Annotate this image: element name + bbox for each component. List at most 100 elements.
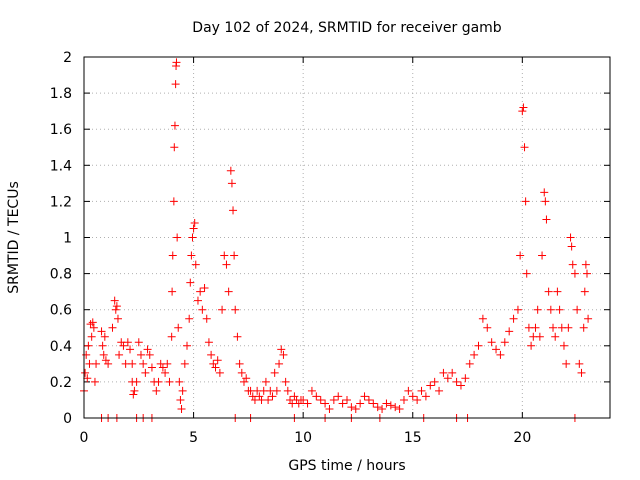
data-point [224, 287, 233, 296]
data-point [312, 392, 321, 401]
data-point [115, 350, 124, 359]
data-point [104, 359, 113, 368]
data-point [567, 242, 576, 251]
data-point [167, 332, 176, 341]
data-point [564, 323, 573, 332]
data-point [173, 233, 182, 242]
data-point [347, 403, 356, 412]
data-point [483, 323, 492, 332]
data-point [299, 395, 308, 404]
data-point [364, 395, 373, 404]
data-point [111, 305, 120, 314]
data-point [110, 296, 119, 305]
data-point [283, 386, 292, 395]
data-point [562, 359, 571, 368]
data-point [521, 197, 530, 206]
y-tick-label: 0.4 [50, 339, 72, 355]
data-point [577, 368, 586, 377]
data-point [382, 399, 391, 408]
y-tick-label: 0.2 [50, 375, 72, 391]
data-point [549, 323, 558, 332]
data-point [211, 363, 220, 372]
data-point [522, 269, 531, 278]
data-point [509, 314, 518, 323]
data-point [294, 399, 303, 408]
data-point [356, 399, 365, 408]
data-point [139, 359, 148, 368]
data-point [152, 386, 161, 395]
data-point [584, 314, 593, 323]
data-point [174, 323, 183, 332]
data-point [535, 332, 544, 341]
data-point [541, 197, 550, 206]
y-tick-label: 0.8 [50, 267, 72, 283]
data-point [108, 323, 117, 332]
data-point [373, 403, 382, 412]
data-point [538, 251, 547, 260]
data-point [270, 368, 279, 377]
data-point [461, 374, 470, 383]
data-point [505, 327, 514, 336]
x-axis-label: GPS time / hours [288, 458, 405, 474]
data-point [87, 332, 96, 341]
data-point [533, 305, 542, 314]
data-point [119, 341, 128, 350]
data-point [84, 341, 93, 350]
data-point [518, 107, 527, 116]
x-tick-label: 15 [404, 430, 422, 446]
data-point [303, 399, 312, 408]
data-point [448, 368, 457, 377]
data-point [98, 341, 107, 350]
data-point [261, 377, 270, 386]
data-point [275, 359, 284, 368]
data-point [187, 251, 196, 260]
data-point [176, 395, 185, 404]
plot-frame [83, 56, 611, 419]
data-point [369, 399, 378, 408]
data-point [220, 251, 229, 260]
data-point [581, 260, 590, 269]
data-point [168, 287, 177, 296]
data-point [213, 356, 222, 365]
data-point [540, 188, 549, 197]
data-point [546, 305, 555, 314]
data-point [202, 314, 211, 323]
data-point [227, 179, 236, 188]
data-point [575, 359, 584, 368]
data-point [165, 377, 174, 386]
data-point [198, 305, 207, 314]
data-point [452, 377, 461, 386]
x-ticks: 0 5 10 15 20 [80, 57, 531, 446]
y-tick-label: 1.6 [50, 122, 72, 138]
data-point [90, 377, 99, 386]
data-point [89, 323, 98, 332]
data-point [519, 103, 528, 112]
data-point [88, 318, 97, 327]
data-point [351, 404, 360, 413]
data-point [130, 386, 139, 395]
data-point [513, 305, 522, 314]
data-point [465, 359, 474, 368]
data-point [544, 287, 553, 296]
data-point [230, 251, 239, 260]
data-point [391, 403, 400, 412]
data-point [239, 377, 248, 386]
data-point [474, 341, 483, 350]
data-point [417, 386, 426, 395]
y-tick-label: 1 [63, 231, 72, 247]
x-tick-label: 10 [294, 430, 312, 446]
data-point [399, 395, 408, 404]
data-point [570, 269, 579, 278]
y-tick-label: 1.4 [50, 158, 72, 174]
data-point [170, 143, 179, 152]
data-point [573, 305, 582, 314]
data-point [188, 233, 197, 242]
y-ticks: 0 0.2 0.4 0.6 0.8 1 1.2 1.4 1.6 1.8 2 [50, 50, 610, 427]
data-point [553, 287, 562, 296]
data-point [169, 197, 178, 206]
data-point [255, 392, 264, 401]
data-point [190, 219, 199, 228]
data-point [134, 338, 143, 347]
data-point [360, 392, 369, 401]
data-point [408, 392, 417, 401]
